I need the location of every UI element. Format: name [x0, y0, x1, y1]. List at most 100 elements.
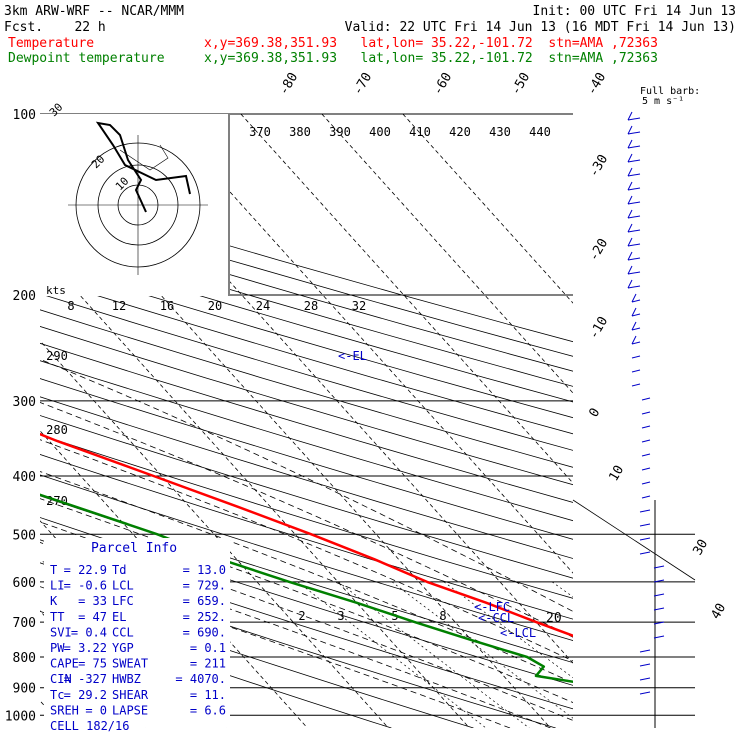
wind-barb-flag — [627, 251, 633, 261]
wind-barb-flag — [631, 293, 637, 303]
parcel-value: = -327 — [64, 672, 107, 686]
wind-barb — [627, 173, 641, 177]
parcel-value: = 47 — [78, 610, 107, 624]
mixing-ratio-line — [443, 581, 573, 679]
mixing-ratio-line — [297, 581, 487, 728]
hodograph-speed-label: 32 — [352, 299, 366, 313]
mixing-ratio-line — [391, 581, 573, 719]
parcel-value: = -0.6 — [64, 579, 107, 593]
wind-barb — [653, 593, 665, 597]
pressure-label: 400 — [13, 470, 36, 485]
isotherm-label: -60 — [430, 70, 455, 98]
dry-adiabat — [40, 293, 573, 451]
dry-adiabat — [40, 261, 573, 419]
moist-adiabat — [40, 521, 573, 721]
isotherm-label: 40 — [708, 601, 729, 622]
parcel-value: = 252. — [183, 610, 226, 624]
wind-barb-flag — [631, 335, 637, 345]
dry-adiabat — [40, 231, 573, 387]
wind-barb-flag — [631, 307, 637, 317]
wind-barb-flag — [627, 167, 633, 177]
dewpoint-location: x,y=369.38,351.93 lat,lon= 35.22,-101.72… — [204, 51, 658, 66]
hodograph-speed-label: 12 — [112, 299, 126, 313]
isotherm-label: 20 — [546, 611, 562, 626]
parcel-label: Tc — [50, 688, 64, 702]
isotherm-label: 10 — [606, 463, 627, 484]
wind-barb — [653, 565, 665, 569]
level-annotation: <-EL — [338, 349, 367, 363]
wind-barb — [639, 537, 651, 541]
parcel-value: = 22.9 — [64, 563, 107, 577]
isotherm-label: -30 — [586, 152, 611, 180]
wind-barb-flag — [627, 237, 633, 247]
parcel-value: = 33 — [78, 594, 107, 608]
forecast-hour: Fcst. 22 h — [4, 20, 106, 35]
parcel-value: = 3.22 — [64, 641, 107, 655]
parcel-value: = 0 — [85, 703, 107, 717]
parcel-label: SHEAR — [112, 688, 149, 702]
dry-adiabat — [40, 610, 392, 728]
hodograph-speed-label: 24 — [256, 299, 270, 313]
init-time: Init: 00 UTC Fri 14 Jun 13 — [532, 4, 737, 19]
parcel-label: CIN — [50, 672, 72, 686]
dry-adiabat — [40, 326, 573, 486]
moist-adiabat — [40, 439, 573, 662]
parcel-value: = 75 — [78, 657, 107, 671]
theta-label: 420 — [449, 125, 471, 139]
wind-barb — [641, 467, 651, 471]
wind-barb — [653, 621, 665, 625]
parcel-label: LAPSE — [112, 703, 148, 717]
wind-barb — [639, 663, 651, 667]
moist-adiabat — [40, 498, 573, 704]
wind-barb — [627, 145, 641, 149]
pressure-label: 100 — [13, 108, 36, 123]
parcel-label: CAPE — [50, 657, 79, 671]
parcel-label: SVI — [50, 625, 72, 639]
wind-barb-flag — [627, 181, 633, 191]
parcel-label: SREH — [50, 703, 79, 717]
parcel-label: K — [50, 594, 58, 608]
wind-barb — [631, 383, 641, 387]
wind-barb-flag — [627, 265, 633, 275]
wind-barb — [627, 215, 641, 219]
theta-label: 380 — [289, 125, 311, 139]
dry-adiabat — [40, 415, 573, 579]
level-annotation: <-LCL — [500, 626, 536, 640]
wind-barb — [631, 299, 641, 303]
parcel-label: CELL 182/16 — [50, 719, 129, 733]
theta-left-label: 290 — [46, 349, 68, 363]
pressure-label: 500 — [13, 528, 36, 543]
isotherm — [40, 160, 551, 728]
parcel-label: T — [50, 563, 57, 577]
wind-barb — [639, 691, 651, 695]
isotherm — [40, 250, 470, 728]
pressure-label: 1000 — [5, 709, 36, 724]
dry-adiabat — [40, 246, 573, 403]
pressure-label: 600 — [13, 576, 36, 591]
wind-barb — [653, 635, 665, 639]
wind-barb — [639, 649, 651, 653]
wind-barb-flag — [627, 125, 633, 135]
wind-barb-flag — [627, 279, 633, 289]
temperature-legend: Temperature — [8, 36, 95, 51]
wind-barb — [639, 677, 651, 681]
dry-adiabat — [40, 495, 573, 664]
hodograph-speed-label: 16 — [160, 299, 174, 313]
parcel-info-background — [44, 538, 230, 726]
barb-column-diagonal — [572, 499, 696, 581]
theta-label: 430 — [489, 125, 511, 139]
wind-barb — [653, 607, 665, 611]
pressure-label: 900 — [13, 682, 36, 697]
parcel-value: = 6.6 — [190, 703, 226, 717]
hodograph-units: kts — [46, 284, 66, 297]
wind-barb — [641, 481, 651, 485]
mixing-ratio-label: 3 — [337, 609, 344, 623]
isotherm — [159, 114, 573, 574]
level-annotation: <-CCL — [478, 611, 514, 625]
wind-barb — [631, 369, 641, 373]
pressure-label: 300 — [13, 395, 36, 410]
wind-barb — [627, 201, 641, 205]
parcel-label: LCL — [112, 579, 134, 593]
wind-barb — [641, 397, 651, 401]
